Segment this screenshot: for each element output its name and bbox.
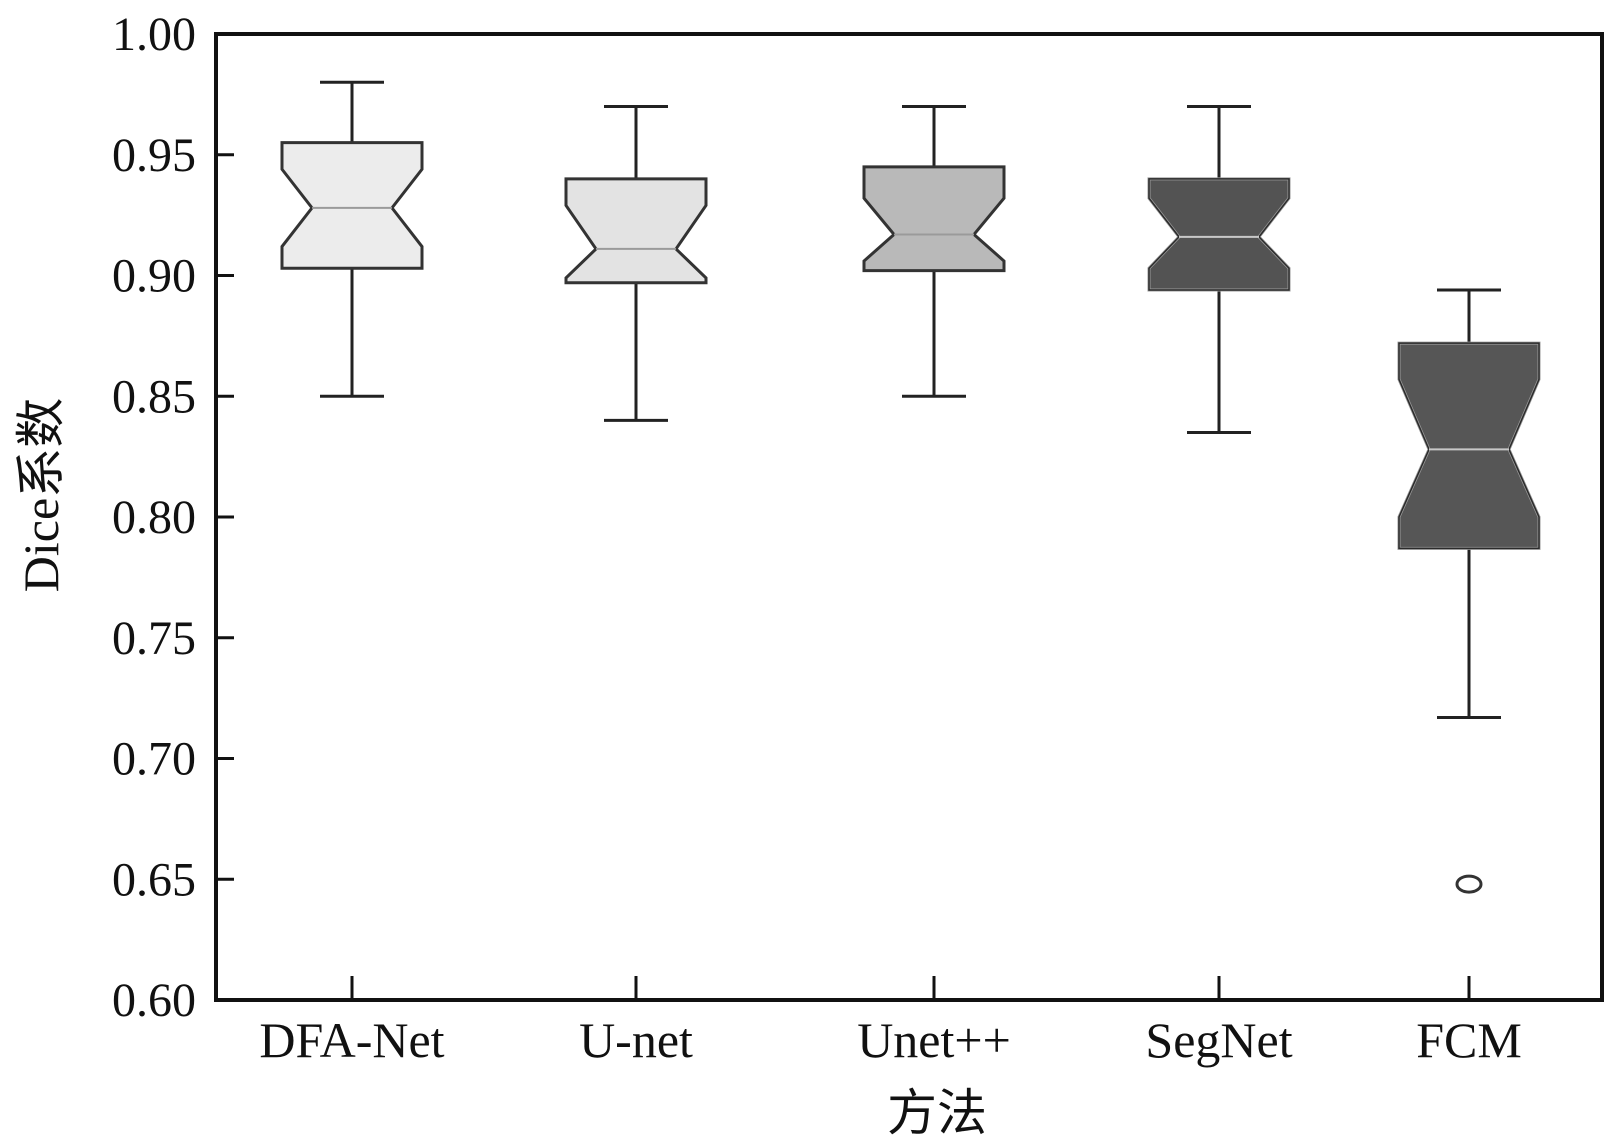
x-category-label: DFA-Net — [259, 1012, 444, 1068]
box-segnet — [1147, 104, 1291, 434]
y-tick-label: 0.95 — [112, 129, 196, 182]
y-tick-label: 0.60 — [112, 974, 196, 1027]
box-body — [564, 177, 708, 285]
y-axis-title: Dice系数 — [13, 398, 69, 592]
box-outline — [1398, 342, 1540, 550]
box-body — [1397, 341, 1541, 550]
y-tick-label: 0.80 — [112, 491, 196, 544]
x-category-label: FCM — [1416, 1012, 1522, 1068]
x-category-label: U-net — [579, 1012, 693, 1068]
box-u-net — [564, 104, 708, 422]
box-dfa-net — [280, 80, 424, 398]
y-tick-label: 0.70 — [112, 733, 196, 786]
y-tick-label: 0.75 — [112, 612, 196, 665]
outlier-point — [1455, 874, 1483, 894]
box-body — [280, 141, 424, 270]
y-axis: 1.00 0.95 0.90 0.85 0.80 0.75 0.70 0.65 0.60 — [112, 8, 234, 1027]
box-body — [862, 165, 1006, 273]
x-axis: DFA-Net U-net Unet++ SegNet FCM — [259, 976, 1522, 1068]
y-tick-label: 0.85 — [112, 370, 196, 423]
box-unet- — [862, 104, 1006, 398]
y-tick-label: 1.00 — [112, 8, 196, 61]
y-tick-label: 0.90 — [112, 250, 196, 303]
box-outline — [1148, 178, 1290, 291]
x-category-label: Unet++ — [857, 1012, 1011, 1068]
box-body — [1147, 177, 1291, 292]
y-tick-label: 0.65 — [112, 853, 196, 906]
box-fcm — [1397, 288, 1541, 894]
x-category-label: SegNet — [1145, 1012, 1292, 1068]
box-series — [280, 80, 1541, 894]
x-axis-title: 方法 — [887, 1085, 987, 1141]
